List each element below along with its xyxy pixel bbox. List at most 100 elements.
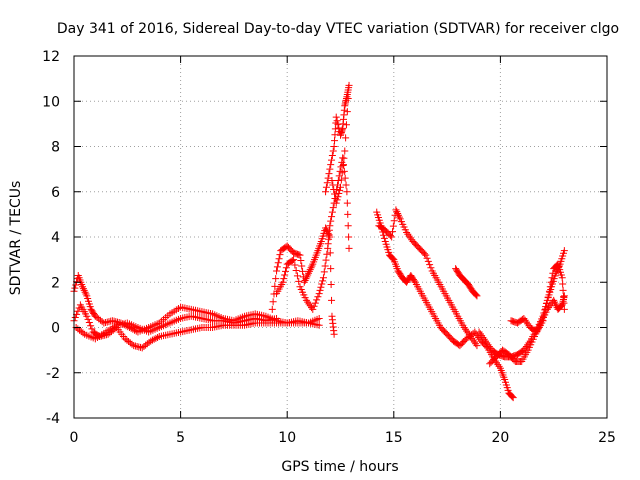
data-point — [328, 156, 336, 164]
data-point — [80, 286, 88, 294]
y-tick-label: 10 — [42, 94, 60, 110]
data-point — [342, 121, 350, 129]
data-point — [305, 267, 313, 275]
axis-ticks: 0 5 10 15 20 25 -4 -2 0 2 4 6 8 10 12 — [42, 49, 616, 446]
data-point — [307, 264, 315, 272]
data-point — [479, 333, 487, 341]
data-point — [335, 172, 343, 180]
series-evening-band-a — [268, 224, 338, 338]
data-point — [485, 343, 493, 351]
data-point — [461, 325, 469, 333]
data-point — [297, 257, 305, 265]
data-point — [128, 340, 136, 348]
data-point — [389, 228, 397, 236]
data-point — [324, 229, 332, 237]
data-point — [331, 125, 339, 133]
data-point — [302, 296, 310, 304]
data-point — [303, 273, 311, 281]
y-tick-label: 4 — [51, 230, 60, 246]
data-point — [338, 169, 346, 177]
data-point — [484, 341, 492, 349]
data-point — [472, 291, 480, 299]
data-point — [290, 256, 298, 264]
data-point — [522, 343, 530, 351]
data-point — [281, 271, 289, 279]
data-point — [560, 292, 568, 300]
data-point — [291, 261, 299, 269]
data-point — [403, 228, 411, 236]
data-point — [540, 311, 548, 319]
data-point — [388, 233, 396, 241]
data-point — [468, 334, 476, 342]
data-point — [478, 332, 486, 340]
data-point — [85, 319, 93, 327]
data-point — [74, 307, 82, 315]
data-point — [389, 222, 397, 230]
data-point — [471, 290, 479, 298]
data-point — [84, 315, 92, 323]
data-point — [288, 257, 296, 265]
data-point — [325, 170, 333, 178]
data-point — [337, 176, 345, 184]
data-point — [545, 304, 553, 312]
data-point — [309, 305, 317, 313]
data-point — [558, 274, 566, 282]
data-point — [319, 274, 327, 282]
data-point — [341, 174, 349, 182]
data-point — [328, 213, 336, 221]
data-point — [472, 340, 480, 348]
data-point — [318, 280, 326, 288]
data-point — [300, 278, 308, 286]
data-point — [315, 314, 323, 322]
data-point — [545, 287, 553, 295]
data-point — [389, 255, 397, 263]
data-point — [476, 330, 484, 338]
data-point — [395, 213, 403, 221]
data-point — [316, 286, 324, 294]
data-point — [326, 249, 334, 257]
data-point — [328, 208, 336, 216]
data-point — [148, 336, 156, 344]
data-point — [342, 134, 350, 142]
data-point — [152, 334, 160, 342]
data-point — [317, 283, 325, 291]
x-tick-label: 0 — [70, 430, 79, 446]
data-point — [340, 154, 348, 162]
data-point — [276, 251, 284, 259]
data-point — [345, 244, 353, 252]
data-point — [333, 117, 341, 125]
data-point — [345, 81, 353, 89]
data-point — [331, 137, 339, 145]
data-point — [329, 147, 337, 155]
data-point — [345, 233, 353, 241]
data-point — [483, 339, 491, 347]
data-point — [328, 176, 336, 184]
data-point — [306, 266, 314, 274]
data-point — [464, 329, 472, 337]
data-point — [150, 335, 158, 343]
data-point — [524, 320, 532, 328]
data-point — [344, 95, 352, 103]
y-tick-label: 6 — [51, 185, 60, 201]
data-point — [333, 196, 341, 204]
data-point — [426, 261, 434, 269]
data-point — [326, 165, 334, 173]
data-point — [314, 293, 322, 301]
data-point — [342, 181, 350, 189]
x-tick-label: 25 — [598, 430, 616, 446]
data-point — [83, 312, 91, 320]
data-point — [327, 161, 335, 169]
data-point — [475, 328, 483, 336]
data-point — [296, 251, 304, 259]
data-point — [326, 222, 334, 230]
data-point — [301, 276, 309, 284]
data-point — [279, 278, 287, 286]
data-point — [344, 210, 352, 218]
data-point — [82, 290, 90, 298]
data-point — [292, 266, 300, 274]
data-point — [343, 199, 351, 207]
data-point — [560, 305, 568, 313]
data-point — [380, 234, 388, 242]
data-point — [87, 322, 95, 330]
data-point — [269, 298, 277, 306]
